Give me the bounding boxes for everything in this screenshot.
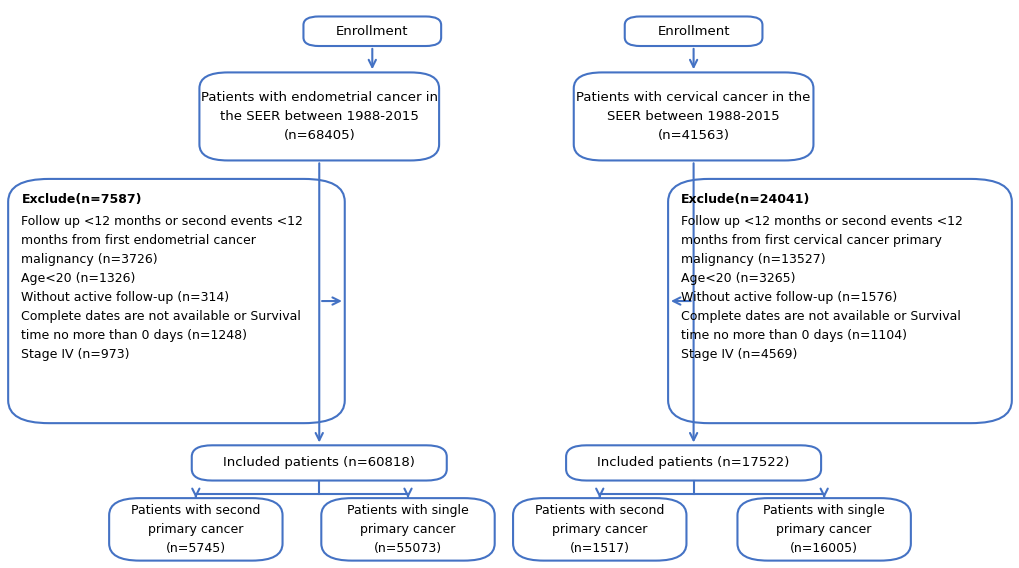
- FancyBboxPatch shape: [625, 16, 762, 46]
- Text: Patients with cervical cancer in the
SEER between 1988-2015
(n=41563): Patients with cervical cancer in the SEE…: [576, 91, 810, 142]
- Text: Exclude(n=7587): Exclude(n=7587): [21, 193, 142, 206]
- FancyBboxPatch shape: [304, 16, 440, 46]
- FancyBboxPatch shape: [737, 498, 910, 561]
- FancyBboxPatch shape: [667, 179, 1011, 423]
- Text: Included patients (n=60818): Included patients (n=60818): [223, 457, 415, 469]
- FancyBboxPatch shape: [321, 498, 494, 561]
- FancyBboxPatch shape: [573, 72, 813, 160]
- Text: Enrollment: Enrollment: [656, 25, 730, 37]
- Text: Patients with second
primary cancer
(n=5745): Patients with second primary cancer (n=5…: [131, 504, 260, 555]
- Text: Exclude(n=24041): Exclude(n=24041): [681, 193, 810, 206]
- FancyBboxPatch shape: [192, 445, 446, 481]
- FancyBboxPatch shape: [109, 498, 282, 561]
- Text: Enrollment: Enrollment: [335, 25, 409, 37]
- Text: Follow up <12 months or second events <12
months from first endometrial cancer
m: Follow up <12 months or second events <1…: [21, 215, 303, 361]
- FancyBboxPatch shape: [566, 445, 820, 481]
- Text: Follow up <12 months or second events <12
months from first cervical cancer prim: Follow up <12 months or second events <1…: [681, 215, 962, 361]
- Text: Patients with second
primary cancer
(n=1517): Patients with second primary cancer (n=1…: [535, 504, 663, 555]
- FancyBboxPatch shape: [513, 498, 686, 561]
- Text: Patients with single
primary cancer
(n=55073): Patients with single primary cancer (n=5…: [346, 504, 469, 555]
- FancyBboxPatch shape: [200, 72, 439, 160]
- FancyBboxPatch shape: [8, 179, 344, 423]
- Text: Patients with endometrial cancer in
the SEER between 1988-2015
(n=68405): Patients with endometrial cancer in the …: [201, 91, 437, 142]
- Text: Included patients (n=17522): Included patients (n=17522): [597, 457, 789, 469]
- Text: Patients with single
primary cancer
(n=16005): Patients with single primary cancer (n=1…: [762, 504, 884, 555]
